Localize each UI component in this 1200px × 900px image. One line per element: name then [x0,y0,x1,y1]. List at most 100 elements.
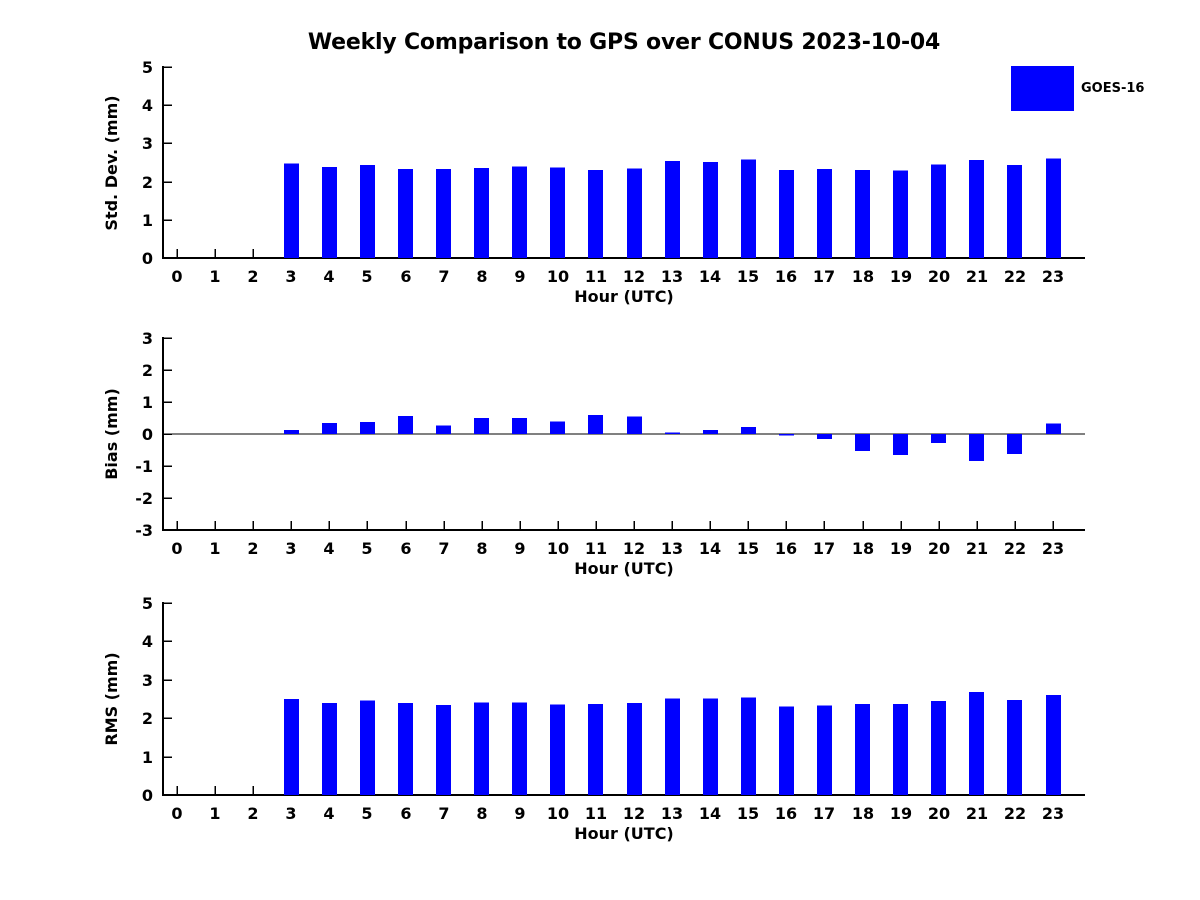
bar-bias-hour-22 [1007,434,1022,455]
bar-bias-hour-21 [969,434,984,462]
bar-rms-hour-20 [931,700,946,795]
y-tick-label: 1 [142,393,153,412]
x-tick-label: 9 [514,267,525,286]
x-tick-label: 8 [476,539,487,558]
x-tick-label: 11 [585,267,607,286]
y-tick-label: 5 [142,594,153,613]
bar-bias-hour-12 [627,416,642,434]
bar-rms-hour-23 [1046,695,1061,795]
x-tick-label: 11 [585,539,607,558]
bar-rms-hour-14 [703,698,718,795]
bar-std-dev-hour-4 [322,167,337,258]
bar-rms-hour-15 [741,697,756,795]
bar-rms-hour-3 [284,699,299,795]
bar-std-dev-hour-19 [893,170,908,258]
bar-std-dev-hour-7 [436,168,451,258]
y-tick-label: 4 [142,632,153,651]
x-tick-label: 21 [966,267,988,286]
x-tick-label: 22 [1004,804,1026,823]
x-tick-label: 8 [476,267,487,286]
x-tick-label: 18 [852,539,874,558]
bar-std-dev-hour-22 [1007,165,1022,258]
x-tick-label: 22 [1004,539,1026,558]
bar-bias-hour-23 [1046,423,1061,434]
x-tick-label: 6 [400,539,411,558]
x-tick-label: 16 [775,267,797,286]
x-tick-label: 21 [966,539,988,558]
bar-std-dev-hour-11 [588,170,603,258]
x-tick-label: 23 [1042,804,1064,823]
x-tick-label: 5 [361,539,372,558]
x-tick-label: 16 [775,539,797,558]
bar-std-dev-hour-5 [360,165,375,258]
x-tick-label: 19 [890,267,912,286]
x-tick-label: 15 [737,267,759,286]
bar-rms-hour-5 [360,700,375,795]
x-tick-label: 14 [699,804,721,823]
x-tick-label: 23 [1042,539,1064,558]
bar-rms-hour-21 [969,692,984,795]
x-tick-label: 6 [400,804,411,823]
bar-bias-hour-9 [512,418,527,434]
x-tick-label: 8 [476,804,487,823]
bar-rms-hour-8 [474,702,489,795]
x-tick-label: 0 [171,539,182,558]
bar-rms-hour-16 [779,706,794,795]
x-tick-label: 0 [171,804,182,823]
x-tick-label: 5 [361,267,372,286]
x-tick-label: 0 [171,267,182,286]
bar-rms-hour-4 [322,702,337,795]
x-tick-label: 17 [813,539,835,558]
legend: GOES-16 [1011,66,1144,111]
bar-std-dev-hour-18 [855,170,870,258]
x-tick-label: 14 [699,539,721,558]
y-tick-label: 5 [142,58,153,77]
bar-bias-hour-10 [550,421,565,434]
y-tick-label: 3 [142,671,153,690]
bar-std-dev-hour-15 [741,159,756,258]
bar-rms-hour-6 [398,703,413,795]
bar-bias-hour-5 [360,421,375,434]
x-tick-label: 2 [247,267,258,286]
x-tick-label: 6 [400,267,411,286]
bar-rms-hour-12 [627,702,642,795]
legend-label: GOES-16 [1081,81,1145,96]
bar-bias-hour-3 [284,429,299,434]
x-tick-label: 11 [585,804,607,823]
x-tick-label: 2 [247,539,258,558]
x-tick-label: 13 [661,804,683,823]
bar-bias-hour-8 [474,418,489,434]
x-tick-label: 12 [623,267,645,286]
x-tick-label: 7 [438,539,449,558]
y-tick-label: -1 [135,457,153,476]
bar-std-dev-hour-23 [1046,158,1061,258]
bar-rms-hour-11 [588,703,603,795]
bar-std-dev-hour-20 [931,164,946,258]
x-tick-label: 1 [209,539,220,558]
x-tick-label: 1 [209,804,220,823]
x-tick-label: 20 [928,804,950,823]
bar-rms-hour-9 [512,702,527,795]
x-tick-label: 20 [928,539,950,558]
x-tick-label: 15 [737,539,759,558]
x-tick-label: 17 [813,267,835,286]
y-tick-label: -2 [135,489,153,508]
x-tick-label: 19 [890,804,912,823]
bar-std-dev-hour-13 [665,160,680,258]
x-tick-label: 12 [623,804,645,823]
bar-bias-hour-4 [322,423,337,434]
x-tick-label: 13 [661,267,683,286]
x-axis-label: Hour (UTC) [574,824,674,843]
x-tick-label: 20 [928,267,950,286]
legend-color-swatch [1011,66,1074,111]
y-tick-label: 0 [142,425,153,444]
y-tick-label: 2 [142,709,153,728]
x-tick-label: 17 [813,804,835,823]
x-tick-label: 4 [323,804,334,823]
x-tick-label: 18 [852,804,874,823]
x-tick-label: 5 [361,804,372,823]
bar-bias-hour-18 [855,434,870,451]
